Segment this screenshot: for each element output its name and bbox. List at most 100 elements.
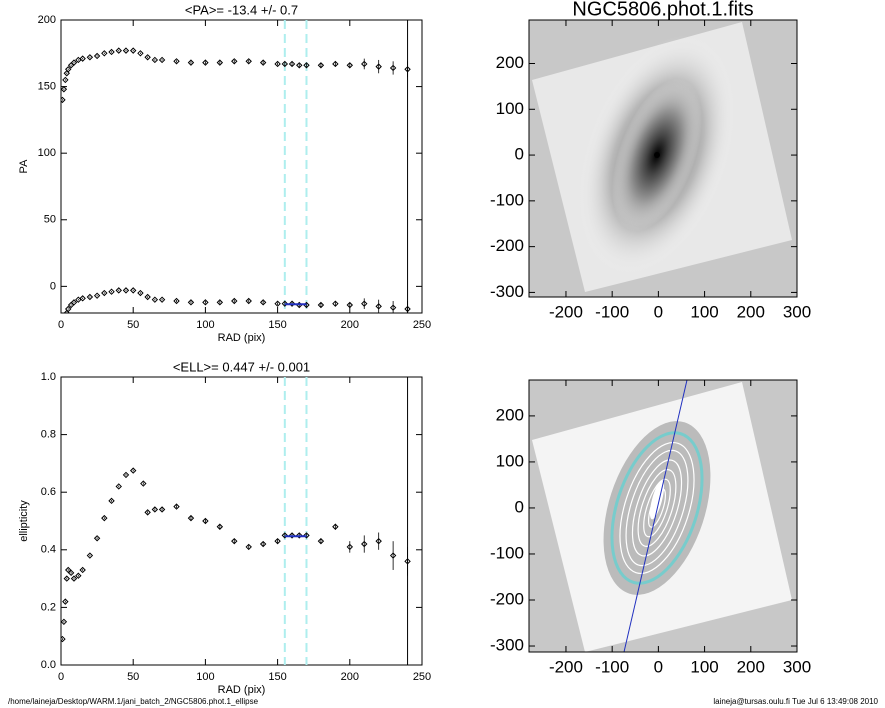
point [65,305,72,313]
point [288,60,296,68]
point [332,523,339,530]
point [67,569,75,577]
point [62,76,69,84]
point [129,287,137,294]
point [122,47,130,54]
point [231,58,238,65]
point [115,47,122,54]
x-tick-label: 0 [654,657,663,676]
point [65,66,72,73]
point [79,55,86,62]
point [79,295,86,302]
point [259,59,267,66]
point [245,297,252,305]
point [122,471,130,479]
y-tick-label: 0 [50,280,56,292]
x-tick-label: 100 [690,657,718,676]
x-tick-label: 250 [413,319,431,331]
y-tick-label: -100 [490,190,524,209]
point [317,301,325,309]
y-tick-label: -200 [490,236,524,255]
point [86,552,94,559]
point [375,63,382,70]
point [129,467,137,474]
point [122,287,130,294]
y-tick-label: 0.0 [41,659,56,671]
point [361,300,368,307]
x-tick-label: 150 [268,319,286,331]
point [61,86,68,93]
point [259,299,267,306]
point [86,293,94,301]
plot-area [61,377,411,665]
point [101,50,108,57]
point [375,537,382,545]
point [187,514,195,522]
x-tick-label: 200 [737,302,765,321]
galaxy-image [529,20,797,297]
x-tick-label: -100 [595,657,629,676]
point [129,47,137,54]
point [317,62,325,69]
y-tick-label: 100 [38,147,56,159]
point [144,509,151,516]
y-tick-label: 150 [38,80,56,92]
point [202,299,209,306]
point [187,299,195,306]
x-tick-label: -200 [549,657,583,676]
chart-title: <PA>= -13.4 +/- 0.7 [185,2,298,17]
point [101,514,108,522]
y-tick-label: -100 [490,543,524,562]
x-tick-label: 200 [737,657,765,676]
y-tick-label: 0.6 [41,486,56,498]
point [173,58,180,65]
point [151,56,159,64]
point [62,598,69,605]
point [187,59,195,66]
point [61,635,66,643]
x-tick-label: -100 [595,302,629,321]
x-tick-label: 300 [783,302,811,321]
y-tick-label: 0.8 [41,429,56,441]
y-axis-label: ellipticity [18,500,30,542]
point [173,297,180,305]
point [231,537,238,545]
point [346,62,354,69]
point [63,70,70,77]
x-tick-label: 0 [58,319,64,331]
point [63,309,70,313]
x-axis-label: RAD (pix) [218,684,266,696]
point [202,59,209,66]
point [63,575,70,582]
point [75,572,82,579]
x-tick-label: 100 [196,671,214,683]
point [140,480,147,487]
point [70,299,78,306]
point [389,552,397,559]
point [346,301,354,309]
point [144,54,151,61]
point [281,60,289,68]
x-tick-label: 0 [654,302,663,321]
point [93,292,101,299]
point [173,503,180,510]
y-tick-label: -200 [490,589,524,608]
x-tick-label: 200 [341,319,359,331]
point [93,535,101,542]
point [216,59,224,66]
chart-title: <ELL>= 0.447 +/- 0.001 [173,359,310,374]
plot-frame [60,376,423,666]
y-tick-label: 200 [38,14,56,26]
x-tick-label: 300 [783,657,811,676]
y-tick-label: 200 [496,53,524,72]
point [86,54,94,61]
point [61,618,68,626]
point [101,289,108,297]
y-tick-label: 100 [496,99,524,118]
point [361,60,368,68]
point [61,96,66,104]
y-tick-label: -300 [490,636,524,655]
point [317,537,325,545]
x-tick-label: 50 [127,319,139,331]
